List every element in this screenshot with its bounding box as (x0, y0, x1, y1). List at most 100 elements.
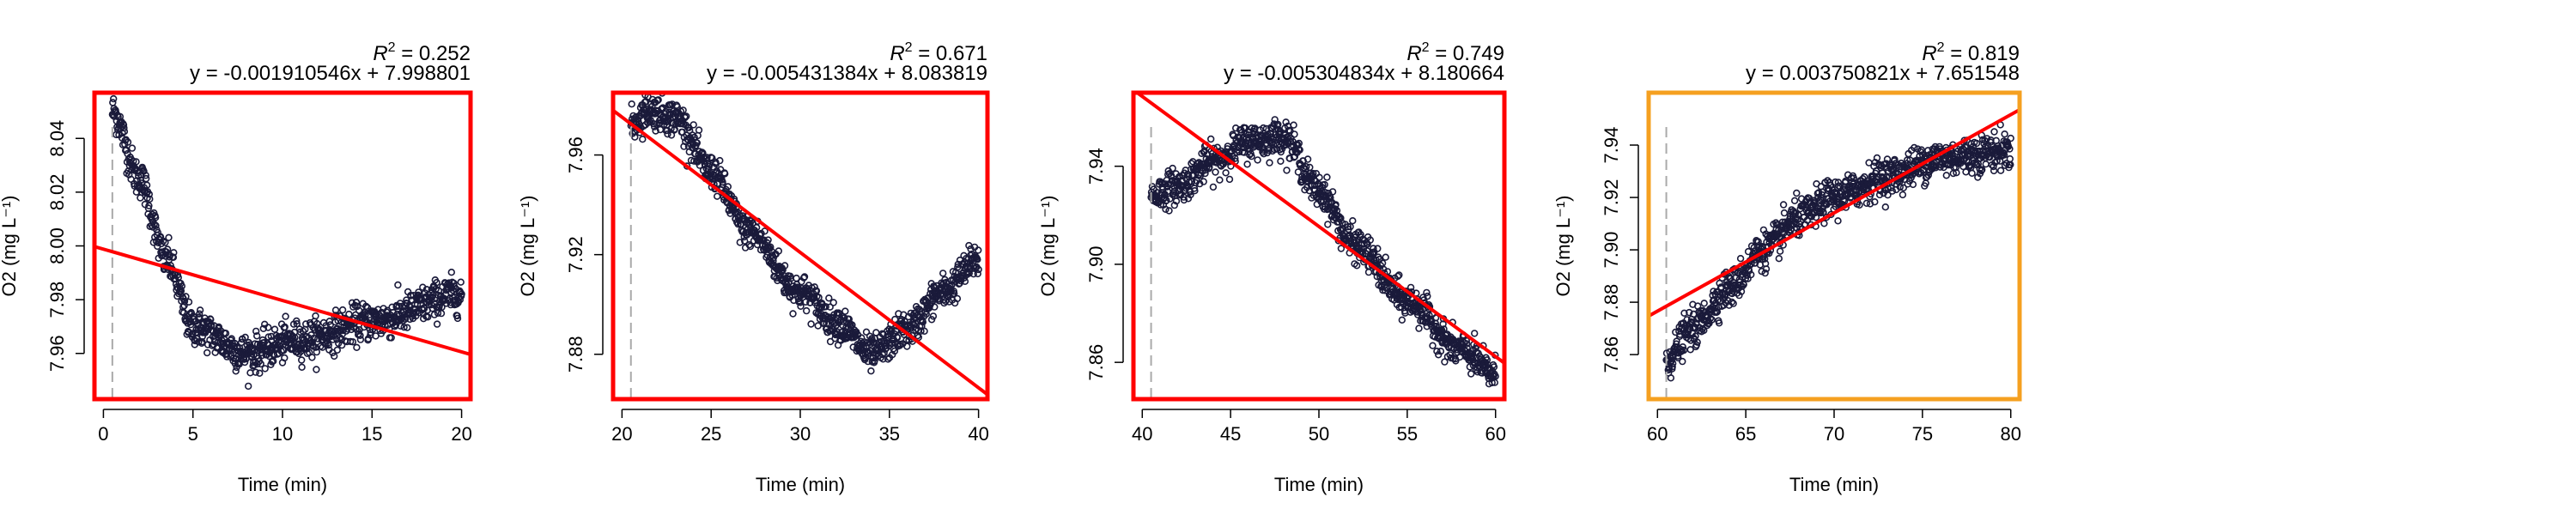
data-point (353, 343, 361, 351)
data-point (1157, 201, 1164, 209)
data-point (293, 320, 301, 328)
data-point (178, 282, 186, 290)
data-point (299, 327, 307, 336)
data-point (1209, 183, 1218, 191)
data-point (1679, 357, 1686, 366)
plot-border (92, 90, 473, 402)
data-point (1820, 209, 1827, 216)
data-point (1162, 205, 1170, 214)
data-point (974, 256, 981, 264)
y-tick-label: 7.92 (565, 236, 586, 273)
data-point (708, 154, 716, 162)
plot-border (1131, 90, 1507, 402)
data-point (1790, 197, 1799, 205)
x-tick-label: 50 (1309, 423, 1329, 445)
data-point (252, 368, 259, 376)
data-point (716, 156, 724, 165)
data-point (1734, 269, 1741, 277)
data-point (308, 354, 316, 361)
data-point (1776, 247, 1784, 255)
data-point (1942, 172, 1951, 179)
regression-equation: y = -0.001910546x + 7.998801 (190, 62, 471, 85)
data-point (1187, 191, 1194, 199)
data-point (169, 253, 178, 261)
data-point (1779, 201, 1788, 209)
data-point (2001, 130, 2008, 138)
data-point (1986, 153, 1994, 161)
r-squared-exponent: 2 (1937, 40, 1945, 55)
data-point (1736, 255, 1745, 263)
data-point (1881, 203, 1890, 211)
data-point (1235, 148, 1243, 156)
data-point (1980, 140, 1988, 148)
y-tick-label: 7.96 (565, 136, 586, 173)
data-point (829, 299, 837, 306)
data-point (132, 158, 140, 166)
data-point (1862, 199, 1871, 208)
data-point (665, 108, 673, 117)
data-point (1899, 184, 1908, 192)
data-point (1962, 143, 1971, 152)
r-squared-value: = 0.671 (913, 42, 987, 65)
data-point (241, 333, 249, 342)
data-point (824, 313, 832, 321)
data-point (1337, 245, 1346, 252)
data-point (2007, 134, 2014, 142)
data-point (1331, 205, 1340, 213)
data-point (1728, 298, 1736, 306)
data-point (180, 301, 188, 310)
data-point (302, 320, 310, 328)
data-point (232, 367, 240, 375)
x-tick-label: 45 (1220, 423, 1241, 445)
data-point (946, 282, 954, 291)
data-point (1303, 155, 1312, 163)
data-point (110, 94, 118, 103)
data-point (825, 294, 833, 302)
data-point (1488, 379, 1496, 387)
y-axis-label: O2 (mg L⁻¹) (0, 196, 20, 297)
data-point (124, 138, 132, 146)
data-point (256, 369, 264, 377)
data-point (289, 335, 297, 343)
y-tick-label: 7.94 (1601, 127, 1622, 164)
y-axis-label: O2 (mg L⁻¹) (1037, 196, 1059, 297)
data-point (1979, 147, 1987, 154)
y-tick-label: 7.86 (1601, 336, 1622, 373)
data-point (1740, 281, 1747, 288)
data-point (264, 324, 272, 331)
data-point (1231, 154, 1239, 162)
data-point (1990, 162, 1997, 171)
data-point (1374, 245, 1382, 252)
data-point (1850, 174, 1858, 182)
data-point (841, 314, 848, 322)
data-point (458, 290, 465, 298)
data-point (761, 227, 769, 235)
data-point (457, 278, 465, 286)
data-point (1254, 156, 1261, 164)
data-point (298, 356, 306, 364)
data-point (1296, 146, 1303, 154)
x-axis-label: Time (min) (1274, 474, 1364, 495)
data-point (679, 106, 687, 114)
data-point (1672, 340, 1680, 348)
data-point (1899, 191, 1907, 199)
data-point (1462, 340, 1471, 348)
data-point (693, 139, 701, 147)
data-point (1490, 363, 1498, 371)
data-point (807, 320, 815, 328)
y-tick-label: 8.00 (46, 227, 68, 264)
data-point (1680, 309, 1688, 317)
data-point (433, 320, 441, 328)
x-tick-label: 15 (361, 423, 382, 445)
data-point (329, 336, 337, 343)
data-point (639, 136, 647, 143)
r-squared-symbol: R (1406, 42, 1421, 65)
data-point (146, 195, 154, 203)
data-point (789, 310, 797, 318)
data-point (915, 306, 923, 313)
x-axis-label: Time (min) (756, 474, 845, 495)
data-point (1201, 169, 1209, 178)
data-point (724, 183, 732, 191)
data-point (682, 112, 690, 120)
